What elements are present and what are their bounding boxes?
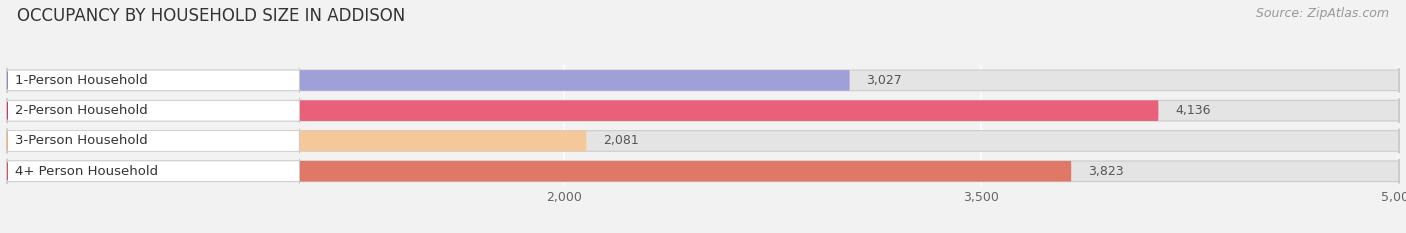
Text: 1-Person Household: 1-Person Household: [15, 74, 148, 87]
FancyBboxPatch shape: [7, 68, 1399, 93]
FancyBboxPatch shape: [7, 98, 1159, 123]
Text: 3,027: 3,027: [866, 74, 903, 87]
FancyBboxPatch shape: [7, 98, 1399, 123]
Text: 3,823: 3,823: [1088, 165, 1123, 178]
Text: 3-Person Household: 3-Person Household: [15, 134, 148, 147]
Text: OCCUPANCY BY HOUSEHOLD SIZE IN ADDISON: OCCUPANCY BY HOUSEHOLD SIZE IN ADDISON: [17, 7, 405, 25]
Text: 2-Person Household: 2-Person Household: [15, 104, 148, 117]
Text: Source: ZipAtlas.com: Source: ZipAtlas.com: [1256, 7, 1389, 20]
FancyBboxPatch shape: [7, 129, 299, 153]
FancyBboxPatch shape: [7, 129, 586, 153]
FancyBboxPatch shape: [7, 159, 1399, 184]
FancyBboxPatch shape: [7, 159, 1071, 184]
FancyBboxPatch shape: [7, 68, 849, 93]
FancyBboxPatch shape: [7, 98, 299, 123]
Text: 2,081: 2,081: [603, 134, 638, 147]
FancyBboxPatch shape: [7, 68, 299, 93]
FancyBboxPatch shape: [7, 129, 1399, 153]
Text: 4,136: 4,136: [1175, 104, 1211, 117]
FancyBboxPatch shape: [7, 159, 299, 184]
Text: 4+ Person Household: 4+ Person Household: [15, 165, 159, 178]
